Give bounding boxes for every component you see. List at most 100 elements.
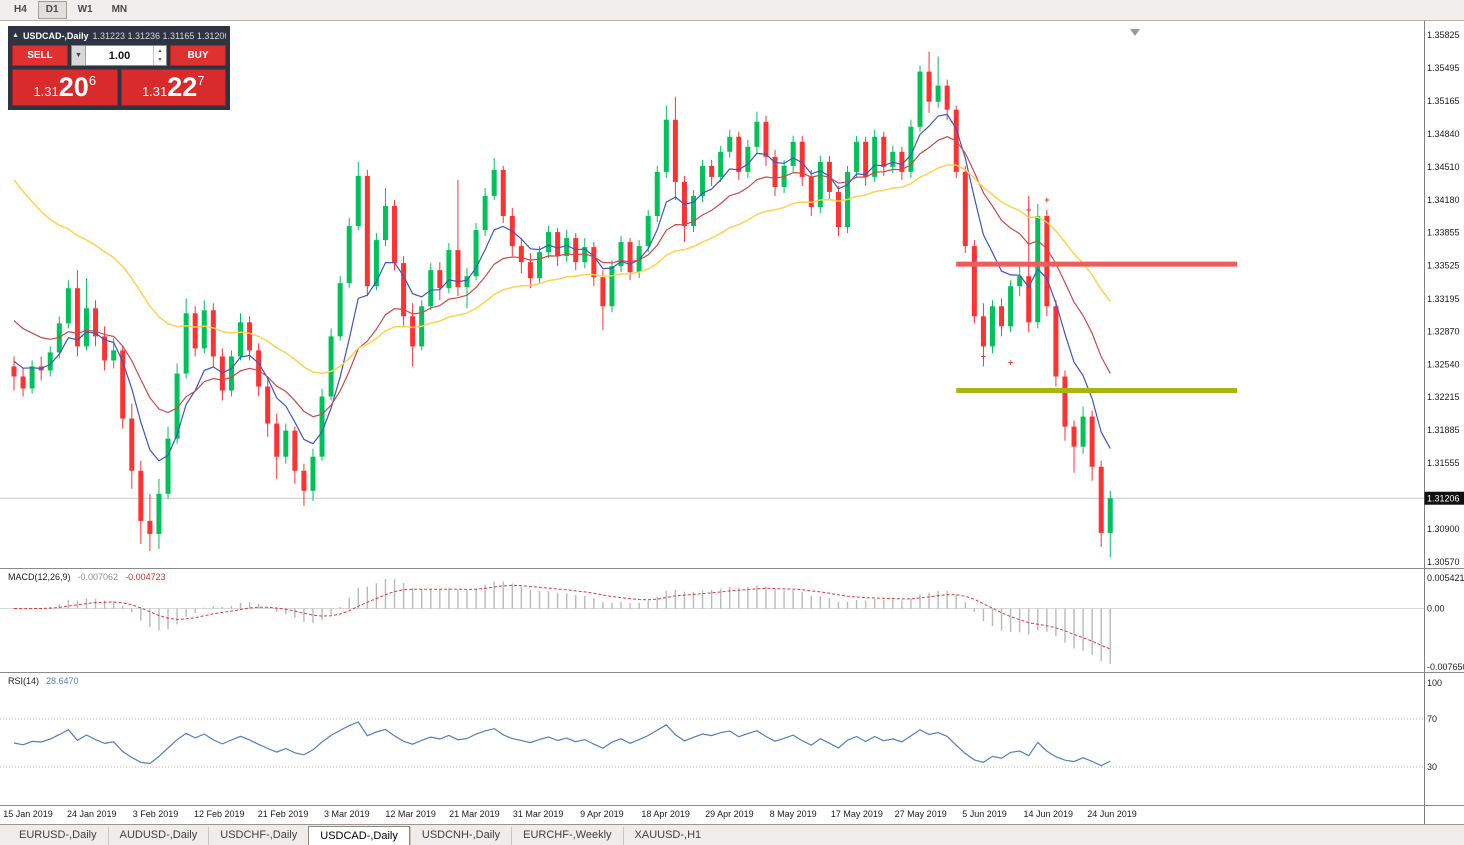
chart-tab-bar: EURUSD-,Daily AUDUSD-,Daily USDCHF-,Daily U…	[0, 824, 1464, 845]
macd-indicator-label: MACD(12,26,9) -0.007062 -0.004723	[8, 572, 166, 582]
date-axis: 15 Jan 2019 24 Jan 2019 3 Feb 2019 12 Feb 2…	[3, 809, 1137, 819]
date-axis-label: 8 May 2019	[770, 809, 817, 819]
price-axis-label: 1.30900	[1427, 524, 1460, 534]
macd-signal-value: -0.004723	[125, 572, 166, 582]
price-axis-label: 1.32540	[1427, 359, 1460, 369]
rsi-name: RSI(14)	[8, 676, 40, 686]
trade-marker-icon: +	[1044, 195, 1049, 205]
sell-price-prefix: 1.31	[33, 84, 59, 99]
date-axis-label: 3 Mar 2019	[324, 809, 370, 819]
date-axis-label: 24 Jan 2019	[67, 809, 117, 819]
medium-ma	[13, 136, 1111, 418]
volume-stepper: ▲ ▼	[153, 46, 166, 65]
chart-shift-marker-icon[interactable]	[1130, 29, 1140, 36]
price-axis-label: 1.32215	[1427, 392, 1460, 402]
timeframe-button-d1[interactable]: D1	[37, 1, 67, 19]
date-axis-label: 15 Jan 2019	[3, 809, 53, 819]
price-axis-label: 1.31885	[1427, 425, 1460, 435]
rsi-line	[13, 721, 1111, 767]
buy-price-pips: 22	[167, 72, 198, 102]
price-axis-label: 1.33195	[1427, 294, 1460, 304]
current-price-badge	[1424, 491, 1464, 505]
collapse-panel-icon[interactable]: ▲	[12, 32, 19, 39]
timeframe-button-h4[interactable]: H4	[6, 1, 35, 19]
price-axis-label: 1.34180	[1427, 195, 1460, 205]
chart-ohlc-values: 1.31223 1.31236 1.31165 1.31206	[92, 30, 226, 41]
candles-layer	[11, 51, 1113, 557]
rsi-indicator-label: RSI(14) 28.6470	[8, 676, 79, 686]
svg-text:100: 100	[1427, 678, 1442, 688]
chart-tab-audusd-daily[interactable]: AUDUSD-,Daily	[107, 827, 209, 845]
rsi-axis: 100 70 30	[1427, 678, 1442, 772]
macd-axis: 0.005421 0.00 -0.007650	[1427, 573, 1464, 672]
macd-histogram	[22, 579, 1111, 664]
date-axis-label: 12 Mar 2019	[385, 809, 436, 819]
slow-ma	[13, 163, 1111, 375]
price-axis-label: 1.34840	[1427, 129, 1460, 139]
price-axis-label: 1.33525	[1427, 261, 1460, 271]
date-axis-label: 12 Feb 2019	[194, 809, 245, 819]
trade-marker-icon: +	[1008, 357, 1013, 367]
chart-tab-usdchf-daily[interactable]: USDCHF-,Daily	[208, 827, 308, 845]
svg-text:70: 70	[1427, 714, 1437, 724]
chart-title-row: ▲ USDCAD-,Daily 1.31223 1.31236 1.31165 …	[12, 29, 226, 42]
moving-averages-layer	[13, 113, 1111, 462]
price-axis-label: 1.31555	[1427, 458, 1460, 468]
macd-name: MACD(12,26,9)	[8, 572, 71, 582]
fast-ma	[13, 113, 1111, 462]
date-axis-label: 31 Mar 2019	[513, 809, 564, 819]
rsi-value: 28.6470	[46, 676, 79, 686]
chart-symbol-title: USDCAD-,Daily	[22, 30, 89, 41]
current-price-badge-text: 1.31206	[1427, 494, 1460, 504]
sell-price-point: 6	[88, 73, 97, 88]
one-click-trading-panel: ▲ USDCAD-,Daily 1.31223 1.31236 1.31165 …	[8, 26, 230, 110]
volume-step-down-icon[interactable]: ▼	[157, 57, 163, 64]
date-axis-label: 27 May 2019	[895, 809, 947, 819]
trade-marker-icon: +	[981, 351, 986, 361]
volume-step-up-icon[interactable]: ▲	[157, 47, 163, 54]
svg-text:0.005421: 0.005421	[1427, 573, 1464, 583]
price-axis-label: 1.35825	[1427, 30, 1460, 40]
chart-tab-eurusd-daily[interactable]: EURUSD-,Daily	[19, 829, 97, 841]
date-axis-label: 17 May 2019	[831, 809, 883, 819]
macd-main-value: -0.007062	[77, 572, 119, 582]
sell-price-display[interactable]: 1.31 20 6	[12, 69, 118, 106]
svg-text:-0.007650: -0.007650	[1427, 662, 1464, 672]
price-axis: 1.35825 1.35495 1.35165 1.34840 1.34510 1.341…	[1424, 21, 1464, 824]
volume-preset-dropdown-icon[interactable]: ▼	[72, 46, 86, 65]
trade-price-row: 1.31 20 6 1.31 22 7	[12, 69, 226, 106]
trade-controls-row: SELL ▼ 1.00 ▲ ▼ BUY	[12, 45, 226, 66]
date-axis-label: 3 Feb 2019	[133, 809, 179, 819]
date-axis-label: 9 Apr 2019	[580, 809, 624, 819]
sell-button[interactable]: SELL	[12, 45, 68, 66]
svg-text:30: 30	[1427, 762, 1437, 772]
chart-tab-xauusd-h1[interactable]: XAUUSD-,H1	[622, 827, 713, 845]
price-axis-label: 1.30570	[1427, 557, 1460, 567]
date-axis-label: 18 Apr 2019	[641, 809, 690, 819]
date-axis-label: 5 Jun 2019	[962, 809, 1007, 819]
trade-marker-icon: +	[1026, 205, 1031, 215]
volume-control: ▼ 1.00 ▲ ▼	[71, 45, 167, 66]
volume-input[interactable]: 1.00	[108, 49, 131, 62]
timeframe-toolbar: H4 D1 W1 MN	[0, 0, 1464, 21]
buy-price-display[interactable]: 1.31 22 7	[120, 69, 226, 106]
price-axis-label: 1.33855	[1427, 228, 1460, 238]
macd-signal-line	[13, 584, 1111, 650]
buy-price-point: 7	[197, 73, 205, 88]
price-axis-label: 1.35495	[1427, 63, 1460, 73]
timeframe-button-w1[interactable]: W1	[70, 1, 101, 19]
chart-tab-eurchf-weekly[interactable]: EURCHF-,Weekly	[511, 827, 622, 845]
chart-tab-usdcnh-daily[interactable]: USDCNH-,Daily	[409, 827, 511, 845]
date-axis-label: 21 Mar 2019	[449, 809, 500, 819]
timeframe-button-mn[interactable]: MN	[104, 1, 136, 19]
date-axis-label: 21 Feb 2019	[258, 809, 309, 819]
price-axis-label: 1.35165	[1427, 96, 1460, 106]
sell-price-pips: 20	[58, 72, 89, 102]
buy-button[interactable]: BUY	[170, 45, 226, 66]
trade-markers-layer: + + + +	[981, 195, 1050, 367]
chart-tab-usdcad-daily[interactable]: USDCAD-,Daily	[308, 826, 410, 845]
svg-text:0.00: 0.00	[1427, 604, 1445, 614]
price-axis-label: 1.32870	[1427, 326, 1460, 336]
